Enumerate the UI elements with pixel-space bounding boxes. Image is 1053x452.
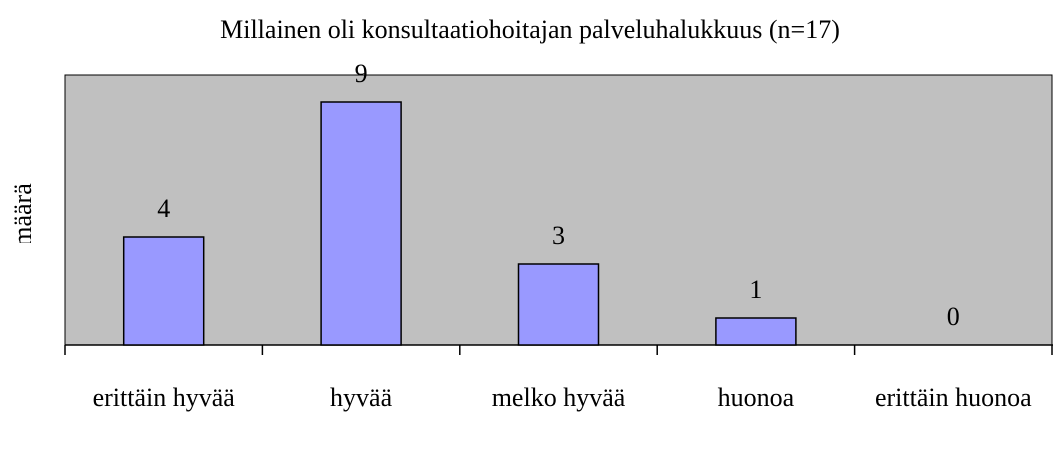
data-label: 1 <box>749 275 762 304</box>
data-label: 4 <box>157 194 170 223</box>
bar <box>715 317 797 346</box>
data-label: 0 <box>947 302 960 331</box>
chart-title: Millainen oli konsultaatiohoitajan palve… <box>220 15 840 44</box>
x-tick-label: huonoa <box>718 383 795 412</box>
bar <box>517 263 600 346</box>
x-tick-label: erittäin hyvää <box>93 383 236 412</box>
y-axis-label: määrä <box>8 183 37 247</box>
bar <box>122 236 205 346</box>
data-label: 9 <box>355 59 368 88</box>
x-tick-label: erittäin huonoa <box>875 383 1032 412</box>
data-label: 3 <box>552 221 565 250</box>
bar <box>320 101 402 346</box>
y-label-group: määrä <box>8 183 37 247</box>
x-tick-label: melko hyvää <box>492 383 626 412</box>
x-tick-label: hyvää <box>330 383 393 412</box>
